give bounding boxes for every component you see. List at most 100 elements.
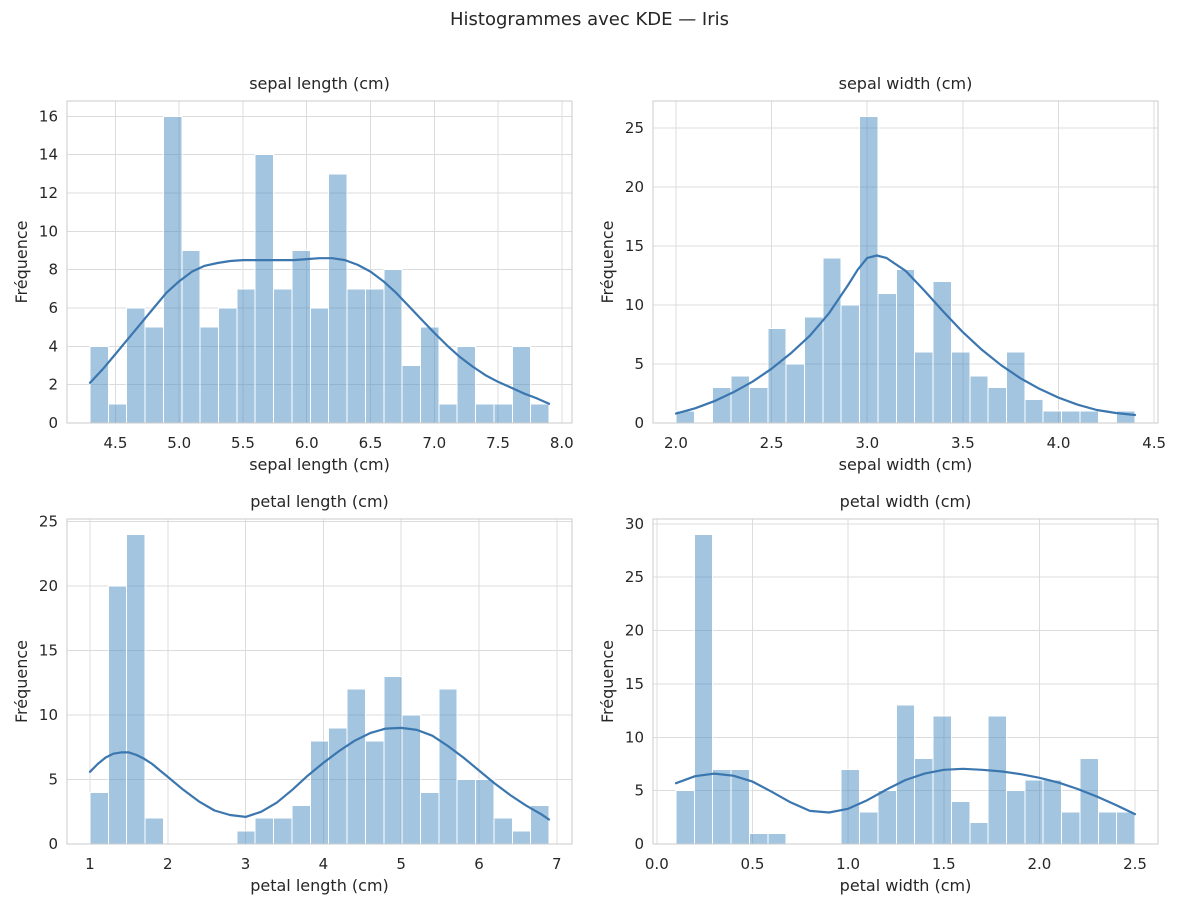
histogram-bar [126, 307, 146, 424]
histogram-bar [1079, 758, 1099, 845]
subplot-sepal-width: 2.0 2.5 3.0 3.5 4.0 4.5 0 5 10 15 20 25 sepal width … [598, 74, 1166, 474]
x-tick-label: 8.0 [550, 434, 574, 452]
y-tick-label: 15 [39, 642, 58, 660]
y-tick-label: 4 [48, 337, 58, 355]
x-tick-label: 5.5 [231, 434, 255, 452]
histogram-bar [107, 585, 128, 845]
x-tick-label: 1 [85, 855, 95, 873]
histogram-bar [511, 345, 532, 424]
histogram-bar [475, 403, 495, 424]
histogram-bar [693, 533, 714, 845]
histogram-bar [438, 403, 458, 424]
histogram-bar [712, 768, 732, 845]
histogram-bars [89, 533, 550, 845]
histogram-bar [1061, 811, 1081, 845]
y-axis-label: Fréquence [12, 640, 31, 723]
plot-spine [652, 518, 1159, 845]
histogram-bar [291, 250, 311, 424]
histogram-bar [767, 328, 787, 424]
histogram-bar [1116, 811, 1136, 845]
kde-curve [88, 257, 551, 405]
y-tick-label: 20 [625, 622, 644, 640]
histogram-bar [126, 533, 146, 845]
y-tick-label: 10 [625, 296, 644, 314]
x-tick-label: 1.5 [932, 855, 956, 873]
histogram-bar [767, 832, 787, 845]
x-axis-label: petal length (cm) [250, 876, 389, 895]
plot-spine [652, 100, 1159, 424]
x-tick-label: 4 [319, 855, 329, 873]
y-tick-label: 5 [634, 355, 644, 373]
histogram-bar [969, 375, 989, 424]
y-axis-label: Fréquence [598, 220, 617, 303]
subplot-title: petal width (cm) [840, 492, 972, 511]
y-tick-label: 15 [625, 675, 644, 693]
x-tick-label: 7 [552, 855, 562, 873]
histogram-bar [895, 269, 916, 424]
histogram-bar [383, 269, 403, 424]
histogram-bar [254, 817, 275, 845]
y-tick-label: 0 [634, 835, 644, 853]
histogram-bar [364, 288, 385, 424]
plot-spine [66, 100, 573, 424]
histogram-bar [218, 307, 238, 424]
histogram-bar [987, 715, 1007, 845]
histogram-bar [987, 387, 1007, 424]
histogram-bar [1042, 779, 1063, 845]
histogram-bar [291, 804, 311, 845]
histogram-bar [420, 791, 440, 845]
x-tick-label: 6.5 [359, 434, 383, 452]
x-tick-label: 2.0 [1027, 855, 1051, 873]
histogram-bar [309, 740, 330, 845]
histogram-bar [932, 715, 952, 845]
y-tick-label: 5 [634, 782, 644, 800]
x-tick-label: 2.0 [664, 434, 688, 452]
histogram-bar [107, 403, 128, 424]
histogram-bar [199, 326, 220, 424]
x-tick-label: 2.5 [1123, 855, 1147, 873]
x-tick-label: 5.0 [167, 434, 191, 452]
y-axis-label: Fréquence [12, 220, 31, 303]
histogram-bar [328, 727, 348, 845]
x-tick-label: 4.5 [104, 434, 128, 452]
subplot-title: petal length (cm) [250, 492, 389, 511]
histogram-bar [511, 830, 532, 845]
histogram-bar [712, 387, 732, 424]
histogram-bar [144, 326, 164, 424]
histogram-bar [1097, 811, 1118, 845]
y-tick-label: 16 [39, 107, 58, 125]
histogram-bar [1042, 410, 1063, 424]
histogram-bar [475, 779, 495, 845]
y-tick-label: 12 [39, 184, 58, 202]
y-tick-label: 14 [39, 146, 58, 164]
histogram-bar [1006, 351, 1026, 424]
histogram-bar [895, 704, 916, 845]
figure-title: Histogrammes avec KDE — Iris [449, 9, 730, 30]
histogram-bar [950, 800, 971, 845]
subplot-title: sepal width (cm) [839, 74, 973, 93]
x-tick-label: 5 [396, 855, 406, 873]
histogram-bar [493, 817, 513, 845]
histogram-bar [328, 173, 348, 424]
histogram-bar [254, 154, 275, 424]
histogram-bar [144, 817, 164, 845]
x-tick-label: 0.5 [741, 855, 765, 873]
x-axis-label: sepal width (cm) [839, 455, 973, 474]
histogram-bar [530, 804, 550, 845]
x-tick-label: 1.0 [836, 855, 860, 873]
subplot-petal-width: 0.0 0.5 1.0 1.5 2.0 2.5 0 5 10 15 20 25 30 petal widt… [598, 492, 1159, 895]
y-tick-label: 25 [625, 568, 644, 586]
x-tick-label: 7.5 [486, 434, 510, 452]
histogram-bar [1061, 410, 1081, 424]
x-tick-label: 6 [474, 855, 484, 873]
histogram-bar [1006, 790, 1026, 845]
y-tick-label: 20 [39, 577, 58, 595]
histogram-bar [236, 830, 256, 845]
plot-spine [66, 518, 573, 845]
subplot-petal-length: 1 2 3 4 5 6 7 0 5 10 15 20 25 petal length (cm) petal … [12, 492, 573, 895]
histogram-bar [346, 288, 366, 424]
histogram-bar [364, 740, 385, 845]
y-tick-label: 15 [625, 237, 644, 255]
